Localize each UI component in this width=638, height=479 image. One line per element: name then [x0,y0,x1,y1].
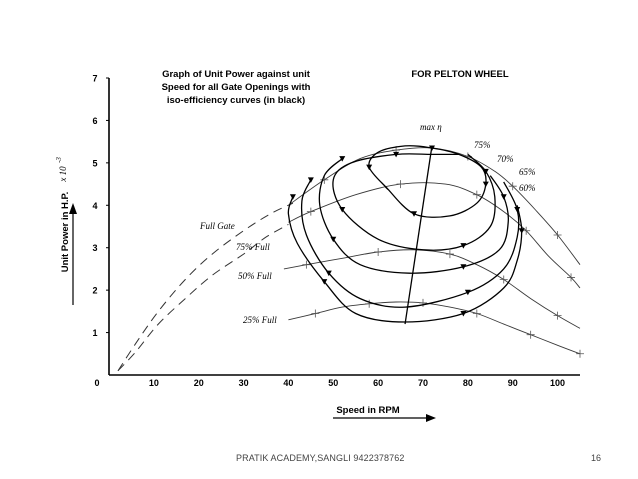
efficiency-marker [393,151,400,158]
data-point-cross [567,273,576,282]
efficiency-marker [307,177,314,183]
y-tick-label: 1 [92,328,97,338]
efficiency-marker [514,207,521,213]
x-tick-label: 100 [550,378,565,388]
efficiency-curve-label: max η [420,122,442,132]
efficiency-marker [330,236,337,243]
efficiency-curve-label: 65% [519,167,536,177]
y-tick-label: 3 [92,243,97,253]
data-point-cross [419,298,427,307]
efficiency-marker [518,228,525,234]
footer-credit: PRATIK ACADEMY,SANGLI 9422378762 [236,453,405,463]
max-efficiency-line [404,145,433,325]
efficiency-curves-group: max η 75% 70% 65% 60% [287,122,536,325]
gate-curve-label: 25% Full [243,315,277,325]
y-axis-title: Unit Power in H.P. [60,192,71,273]
x-tick-label: 40 [283,378,293,388]
efficiency-marker [339,156,346,162]
x-arrow-head-icon [426,414,436,422]
gate-curve-label: 50% Full [238,271,272,281]
efficiency-curve-line [300,179,520,308]
data-point-cross [320,175,329,184]
y-axis-title-group: Unit Power in H.P. [60,192,71,273]
data-point-cross [374,247,383,256]
gate-curve-line [288,301,581,355]
efficiency-marker [482,168,489,175]
data-point-cross [472,190,481,199]
x-axis-title: Speed in RPM [336,405,399,416]
x-tick-label: 60 [373,378,383,388]
y-multiplier-group: x 10 -3 [55,157,68,183]
page-number: 16 [591,453,602,463]
data-point-cross [553,311,562,320]
footer: PRATIK ACADEMY,SANGLI 9422378762 16 [0,453,638,467]
gate-curve-label: 75% Full [236,242,270,252]
x-tick-label: 30 [239,378,249,388]
efficiency-marker [339,207,346,213]
efficiency-marker [289,194,296,200]
pelton-wheel-chart: Full Gate 75% Full 50% Full 25% Full max η 7… [55,69,584,422]
data-point-cross [553,230,562,239]
data-point-cross [522,226,531,235]
efficiency-marker [460,310,467,317]
efficiency-curve-label: 75% [474,140,491,150]
chart-subtitle: FOR PELTON WHEEL [411,69,508,80]
y-arrow-head-icon [69,203,77,214]
data-point-cross [306,207,315,216]
efficiency-marker [500,194,507,200]
data-point-cross [472,309,481,318]
chart-title-line-3: iso-efficiency curves (in black) [167,95,305,106]
y-tick-label: 6 [92,116,97,126]
efficiency-curve-line [332,153,496,251]
efficiency-marker [411,211,418,217]
axes [69,78,580,422]
gate-curves-group: Full Gate 75% Full 50% Full 25% Full [199,146,584,358]
efficiency-marker [321,279,328,285]
y-tick-label: 7 [92,74,97,84]
data-point-cross [499,275,508,284]
x-tick-label: 70 [418,378,428,388]
x-tick-label: 20 [194,378,204,388]
efficiency-marker [325,270,332,277]
efficiency-marker [482,181,489,188]
title-block: Graph of Unit Power against unit Speed f… [162,69,509,106]
dashed-extrapolation-line [117,202,294,372]
efficiency-marker [366,164,373,171]
chart-title-line-2: Speed for all Gate Openings with [162,82,311,93]
y-multiplier-exp: -3 [55,157,63,163]
efficiency-curve-line [318,158,510,274]
gate-curve-line [288,147,581,265]
dashed-extrapolation-line [117,223,289,372]
gate-curve-line [283,249,581,329]
data-point-cross [302,260,311,269]
dashed-extrapolation-group [117,202,294,372]
efficiency-marker [464,289,471,296]
data-point-cross [396,180,405,189]
tick-labels-group: 0 10 20 30 40 50 60 70 80 90 100 1 2 3 4 5 6 7 [92,74,565,389]
data-point-cross [445,250,454,259]
gate-curve-label: Full Gate [199,221,235,231]
efficiency-curve-label: 60% [519,183,536,193]
efficiency-curve-line [287,196,523,323]
y-tick-label: 4 [92,201,97,211]
efficiency-marker [460,264,467,270]
x-tick-label: 90 [508,378,518,388]
x-tick-label: 50 [328,378,338,388]
data-point-cross [508,182,517,191]
efficiency-marker [460,243,467,249]
data-point-cross [576,349,584,358]
y-multiplier-base: x 10 [58,166,68,183]
data-point-cross [311,309,320,318]
y-tick-label: 2 [92,286,97,296]
efficiency-curve-label: 70% [497,154,514,164]
chart-title-line-1: Graph of Unit Power against unit [162,69,311,80]
x-tick-label: 80 [463,378,473,388]
x-tick-label: 10 [149,378,159,388]
y-tick-label: 5 [92,158,97,168]
x-tick-label: 0 [94,378,99,388]
data-point-cross [526,330,535,339]
data-point-cross [365,299,374,308]
